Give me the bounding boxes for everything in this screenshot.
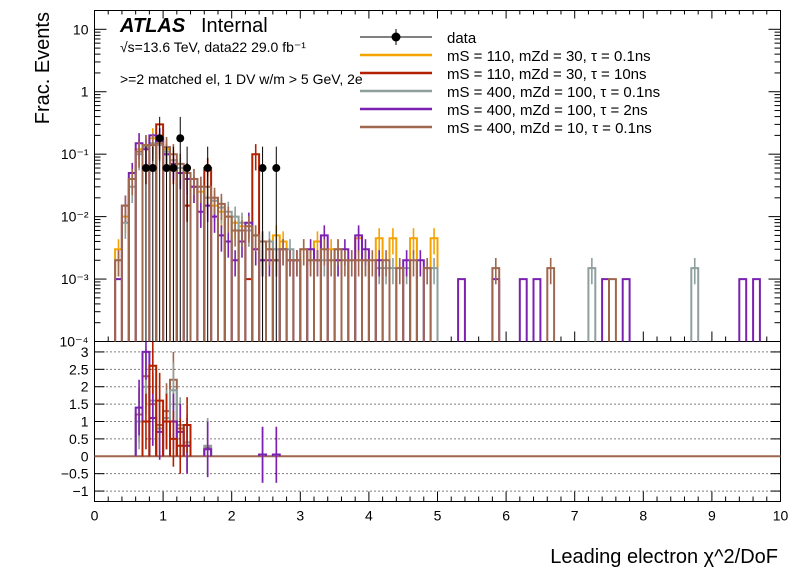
series-layer xyxy=(94,123,781,484)
x-tick-label: 10 xyxy=(773,508,789,524)
bottom-series-s2 xyxy=(141,341,192,474)
top-y-tick-label: 10⁻⁴ xyxy=(60,334,89,350)
x-tick-label: 3 xyxy=(296,508,304,524)
legend-label: mS = 400, mZd = 100, τ = 0.1ns xyxy=(447,84,660,101)
bottom-y-tick-label: 1 xyxy=(81,414,89,430)
x-tick-label: 5 xyxy=(434,508,442,524)
x-tick-label: 1 xyxy=(159,508,167,524)
top-series-line xyxy=(114,142,700,342)
x-tick-label: 0 xyxy=(91,508,99,524)
data-point xyxy=(141,164,150,173)
bottom-panel-frame xyxy=(94,341,781,502)
x-tick-label: 9 xyxy=(708,508,716,524)
bottom-y-tick-label: 0 xyxy=(81,448,89,464)
bottom-y-tick-label: 0.5 xyxy=(69,431,89,447)
x-tick-label: 7 xyxy=(571,508,579,524)
top-y-tick-label: 10⁻³ xyxy=(61,271,89,287)
legend-entry: data xyxy=(360,29,477,47)
legend-entry: mS = 400, mZd = 100, τ = 0.1ns xyxy=(360,84,660,101)
data-point xyxy=(258,164,267,173)
legend-label: data xyxy=(447,30,477,47)
bottom-series-s4 xyxy=(134,341,281,483)
top-series-s5 xyxy=(114,133,617,342)
top-y-tick-label: 10 xyxy=(73,21,89,37)
energy-lumi-label: √s=13.6 TeV, data22 29.0 fb⁻¹ xyxy=(120,39,306,55)
y-axis-title: Frac. Events xyxy=(32,12,54,124)
bottom-y-tick-label: 2 xyxy=(81,379,89,395)
internal-label: Internal xyxy=(201,15,268,37)
top-y-tick-label: 10⁻¹ xyxy=(61,146,89,162)
top-y-tick-label: 1 xyxy=(81,84,89,100)
top-y-tick-label: 10⁻² xyxy=(61,209,89,225)
data-point xyxy=(148,164,157,173)
data-point xyxy=(176,134,185,143)
legend-label: mS = 400, mZd = 100, τ = 2ns xyxy=(447,102,648,119)
x-tick-label: 2 xyxy=(228,508,236,524)
data-point xyxy=(162,164,171,173)
legend-entry: mS = 400, mZd = 100, τ = 2ns xyxy=(360,102,648,119)
bottom-y-tick-label: 2.5 xyxy=(69,361,89,377)
legend-entry: mS = 110, mZd = 30, τ = 10ns xyxy=(360,66,647,83)
data-point xyxy=(155,134,164,143)
bottom-y-tick-label: 1.5 xyxy=(69,396,89,412)
bottom-y-tick-label: −0.5 xyxy=(61,466,89,482)
x-axis-title: Leading electron χ^2/DoF xyxy=(550,546,778,568)
data-point xyxy=(272,164,281,173)
ratio-grid xyxy=(94,351,781,492)
x-tick-label: 8 xyxy=(639,508,647,524)
data-point xyxy=(169,164,178,173)
legend-marker xyxy=(391,32,401,42)
selection-label: >=2 matched el, 1 DV w/m > 5 GeV, 2e xyxy=(120,71,363,87)
legend-entry: mS = 110, mZd = 30, τ = 0.1ns xyxy=(360,48,651,65)
legend-label: mS = 110, mZd = 30, τ = 10ns xyxy=(447,66,647,83)
bottom-y-tick-label: −1 xyxy=(73,483,89,499)
atlas-label: ATLAS xyxy=(119,15,186,37)
x-tick-label: 4 xyxy=(365,508,373,524)
data-points xyxy=(141,116,281,342)
bottom-y-tick-label: 3 xyxy=(81,344,89,360)
legend-label: mS = 110, mZd = 30, τ = 0.1ns xyxy=(447,48,651,65)
data-point xyxy=(183,164,192,173)
legend-label: mS = 400, mZd = 10, τ = 0.1ns xyxy=(447,120,652,137)
data-point xyxy=(203,164,212,173)
x-tick-label: 6 xyxy=(502,508,510,524)
legend-entry: mS = 400, mZd = 10, τ = 0.1ns xyxy=(360,120,652,137)
top-series-s3 xyxy=(114,133,700,342)
